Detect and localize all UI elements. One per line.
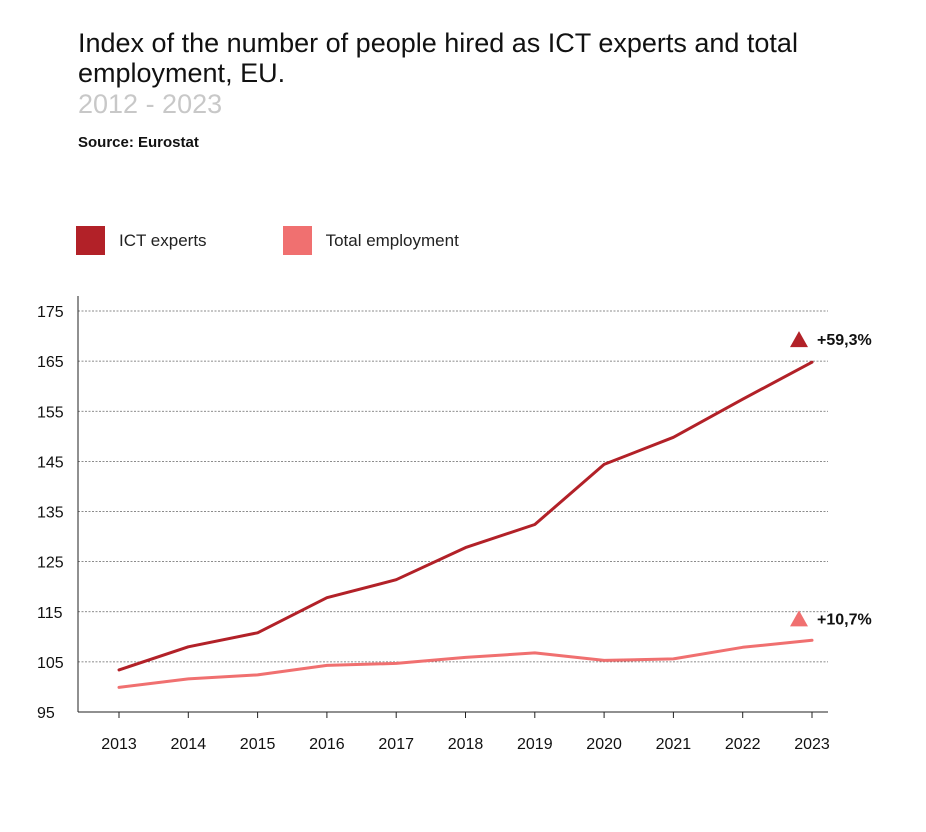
series-line-total-employment bbox=[117, 638, 814, 689]
y-tick-label-115: 115 bbox=[37, 605, 63, 622]
x-tick-label-2021: 2021 bbox=[656, 736, 692, 753]
x-tick-label-2014: 2014 bbox=[171, 736, 207, 753]
annotation-marker-ict-experts bbox=[790, 331, 808, 348]
y-tick-label-165: 165 bbox=[37, 354, 64, 371]
x-tick-label-2015: 2015 bbox=[240, 736, 276, 753]
x-tick-label-2019: 2019 bbox=[517, 736, 553, 753]
x-tick-label-2016: 2016 bbox=[309, 736, 345, 753]
chart-subtitle: 2012 - 2023 bbox=[78, 89, 223, 119]
x-tick-label-2018: 2018 bbox=[448, 736, 484, 753]
chart-title: Index of the number of people hired as I… bbox=[78, 28, 798, 88]
y-tick-label-135: 135 bbox=[37, 505, 64, 522]
legend-item-ict-experts: ICT experts bbox=[76, 226, 207, 255]
y-tick-label-95: 95 bbox=[37, 705, 55, 722]
chart-legend: ICT experts Total employment bbox=[76, 226, 535, 255]
legend-label-ict-experts: ICT experts bbox=[119, 230, 207, 250]
series-line-ict-experts bbox=[117, 360, 814, 672]
legend-swatch-ict-experts bbox=[76, 226, 105, 255]
x-tick-label-2020: 2020 bbox=[586, 736, 622, 753]
x-tick-label-2017: 2017 bbox=[378, 736, 414, 753]
annotation-label-ict-experts: +59,3% bbox=[817, 332, 872, 349]
x-tick-label-2023: 2023 bbox=[794, 736, 830, 753]
legend-item-total-employment: Total employment bbox=[282, 226, 459, 255]
x-tick-label-2022: 2022 bbox=[725, 736, 761, 753]
annotation-label-total-employment: +10,7% bbox=[817, 611, 872, 628]
annotation-marker-total-employment bbox=[790, 610, 808, 627]
y-tick-label-105: 105 bbox=[37, 655, 64, 672]
legend-label-total-employment: Total employment bbox=[325, 230, 459, 250]
chart-header: Index of the number of people hired as I… bbox=[78, 28, 898, 151]
chart-source: Source: Eurostat bbox=[78, 134, 199, 151]
x-tick-label-2013: 2013 bbox=[101, 736, 137, 753]
y-tick-label-155: 155 bbox=[37, 404, 64, 421]
y-tick-label-175: 175 bbox=[37, 304, 64, 321]
y-tick-label-145: 145 bbox=[37, 454, 64, 471]
legend-swatch-total-employment bbox=[282, 226, 312, 255]
y-tick-label-125: 125 bbox=[37, 555, 64, 572]
